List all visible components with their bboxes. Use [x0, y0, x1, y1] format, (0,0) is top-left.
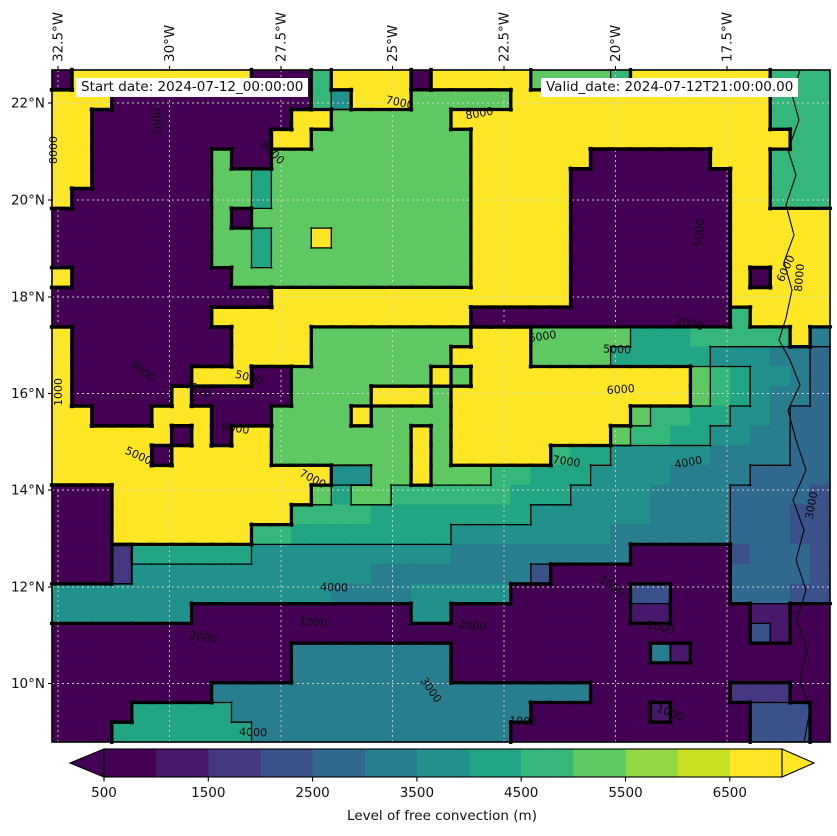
colorbar-tick-label: 6500: [713, 785, 747, 801]
plot-border: [51, 69, 831, 743]
svg-text:2000: 2000: [151, 108, 164, 136]
colorbar-tick-label: 2500: [295, 785, 329, 801]
svg-text:6000: 6000: [528, 328, 558, 345]
svg-text:3000: 3000: [803, 490, 821, 520]
x-tick-label: 22.5°W: [497, 12, 513, 62]
svg-text:4000: 4000: [239, 726, 267, 740]
x-tick-label: 32.5°W: [51, 12, 67, 62]
coastline: [778, 69, 811, 743]
colorbar-under-arrow: [68, 748, 105, 778]
y-tick-label: 14°N: [11, 483, 45, 499]
x-tick-label: 17.5°W: [720, 12, 736, 62]
svg-text:8000: 8000: [792, 263, 807, 292]
x-tick-label: 25°W: [385, 25, 401, 62]
x-tick-label: 20°W: [608, 25, 624, 62]
svg-text:1000: 1000: [52, 378, 65, 406]
svg-text:7000: 7000: [385, 93, 415, 112]
svg-text:1000: 1000: [646, 618, 676, 637]
svg-text:2000: 2000: [458, 618, 487, 634]
colorbar-tick-label: 5500: [608, 785, 642, 801]
colorbar: 500 1500 2500 3500 4500 5500 6500: [68, 748, 816, 801]
svg-text:5000: 5000: [692, 218, 707, 247]
y-tick-label: 18°N: [11, 290, 45, 306]
y-tick-label: 16°N: [11, 386, 45, 402]
svg-text:8000: 8000: [464, 105, 494, 123]
colorbar-title: Level of free convection (m): [347, 808, 537, 824]
svg-text:6000: 6000: [606, 382, 635, 397]
svg-text:5000: 5000: [603, 343, 631, 357]
x-tick-label: 27.5°W: [274, 12, 290, 62]
svg-text:7000: 7000: [552, 453, 582, 470]
x-axis: 32.5°W 30°W 27.5°W 25°W 22.5°W 20°W 17.5°W: [51, 12, 736, 70]
y-tick-label: 20°N: [11, 193, 45, 209]
svg-text:6000: 6000: [221, 420, 251, 437]
contour-lines: [49, 67, 833, 745]
start-date-label: Start date: 2024-07-12_00:00:00: [76, 78, 309, 97]
x-tick-label: 30°W: [162, 25, 178, 62]
y-tick-label: 10°N: [11, 676, 45, 692]
svg-text:8000: 8000: [47, 136, 60, 164]
colorbar-tick-label: 3500: [400, 785, 434, 801]
valid-date-label: Valid_date: 2024-07-12T21:00:00.00: [541, 78, 799, 97]
svg-text:1000: 1000: [509, 714, 538, 728]
colorbar-tick-label: 500: [91, 785, 117, 801]
colorbar-tick-label: 4500: [504, 785, 538, 801]
y-axis: 22°N 20°N 18°N 16°N 14°N 12°N 10°N: [11, 96, 52, 692]
colorbar-over-arrow: [781, 748, 816, 778]
colorbar-tick-label: 1500: [191, 785, 225, 801]
svg-text:4000: 4000: [673, 454, 703, 472]
map-cells: [51, 69, 831, 743]
svg-text:1000: 1000: [299, 615, 328, 629]
svg-text:2000: 2000: [189, 629, 219, 646]
y-tick-label: 12°N: [11, 580, 45, 596]
svg-text:4000: 4000: [320, 581, 348, 595]
y-tick-label: 22°N: [11, 96, 45, 112]
